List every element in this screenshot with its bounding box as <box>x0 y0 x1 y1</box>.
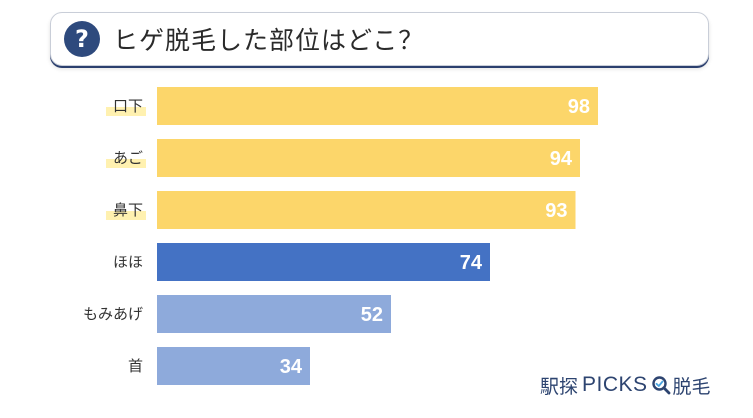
bar <box>157 347 310 385</box>
bar <box>157 243 490 281</box>
category-label: 首 <box>128 357 143 375</box>
category-label: もみあげ <box>83 305 143 323</box>
brand-logo: 駅探 PICKS 脱毛 <box>540 368 711 402</box>
category-highlight <box>106 107 146 116</box>
value-label: 93 <box>545 200 567 222</box>
value-label: 52 <box>361 304 383 326</box>
title-box: ? ヒゲ脱毛した部位はどこ？ <box>50 12 709 66</box>
brand-name-part1: 駅探 <box>540 375 579 398</box>
category-highlight <box>106 159 146 168</box>
category-label: 口下 <box>113 97 143 115</box>
value-label: 98 <box>568 96 590 118</box>
value-label: 34 <box>280 356 303 378</box>
value-label: 74 <box>460 252 483 274</box>
bar <box>157 295 391 333</box>
category-label: ほほ <box>113 253 143 271</box>
category-highlight <box>106 211 146 220</box>
category-label: 鼻下 <box>113 201 143 219</box>
bar <box>157 191 576 229</box>
question-icon: ? <box>64 21 100 57</box>
value-label: 94 <box>550 148 573 170</box>
magnifier-icon <box>651 375 671 395</box>
chart-title: ヒゲ脱毛した部位はどこ？ <box>113 26 425 55</box>
brand-name-part2: PICKS <box>582 373 648 396</box>
category-label: あご <box>113 149 143 167</box>
brand-name-part3: 脱毛 <box>672 375 711 398</box>
bar <box>157 87 598 125</box>
bar <box>157 139 580 177</box>
